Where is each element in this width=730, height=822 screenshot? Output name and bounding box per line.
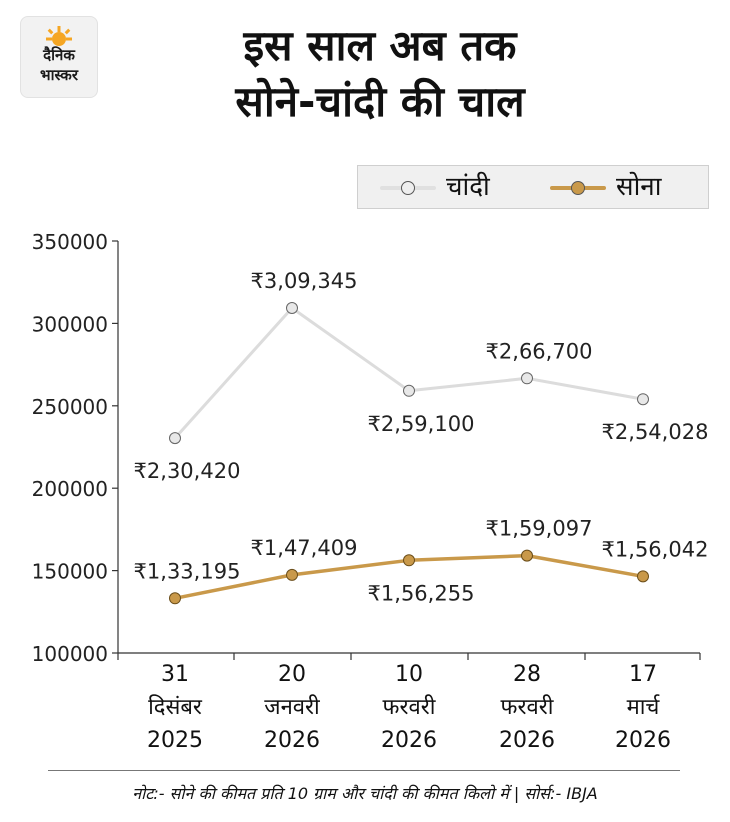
gold-data-point: [403, 554, 415, 567]
sun-icon: [46, 26, 72, 46]
x-tick-label: 2026: [264, 728, 320, 753]
x-tick-label: मार्च: [627, 694, 661, 720]
legend-gold-label: सोना: [616, 172, 662, 202]
legend-silver-marker: [401, 181, 415, 195]
dainik-bhaskar-logo: दैनिक भास्कर: [20, 16, 98, 98]
legend-gold-marker: [571, 181, 585, 195]
gold-data-label: ₹1,33,195: [134, 559, 241, 583]
gold-data-label: ₹1,59,097: [486, 517, 593, 541]
x-tick-label: 28: [513, 662, 541, 687]
y-tick-label: 250000: [32, 395, 108, 419]
x-tick-label: दिसंबर: [148, 694, 203, 720]
x-tick-label: 2025: [147, 728, 203, 753]
silver-data-label: ₹2,59,100: [368, 412, 475, 436]
y-tick-label: 300000: [32, 312, 108, 336]
y-tick-label: 150000: [32, 560, 108, 584]
title-line-1: इस साल अब तक: [243, 21, 517, 70]
x-tick-label: जनवरी: [264, 694, 320, 720]
silver-data-point: [521, 372, 533, 385]
gold-data-point: [521, 549, 533, 562]
x-tick-label: 2026: [381, 728, 437, 753]
silver-data-label: ₹2,66,700: [486, 339, 593, 363]
silver-data-label: ₹3,09,345: [251, 269, 358, 293]
x-tick-label: फरवरी: [383, 694, 436, 720]
title-line-2: सोने-चांदी की चाल: [235, 77, 525, 126]
silver-data-label: ₹2,54,028: [602, 420, 709, 444]
y-tick-label: 100000: [32, 642, 108, 666]
gold-data-label: ₹1,56,255: [368, 581, 475, 605]
x-tick-label: 2026: [499, 728, 555, 753]
logo-line-1: दैनिक: [43, 46, 75, 64]
silver-data-point: [403, 384, 415, 397]
y-tick-label: 200000: [32, 477, 108, 501]
footer-note: नोट:- सोने की कीमत प्रति 10 ग्राम और चां…: [132, 784, 598, 803]
gold-data-point: [286, 568, 298, 581]
logo-line-2: भास्कर: [40, 66, 78, 84]
x-tick-label: 20: [278, 662, 306, 687]
gold-data-label: ₹1,56,042: [602, 537, 709, 561]
price-line-chart: 350000 300000 250000 200000 150000 100000 31 दि…: [32, 230, 709, 753]
x-tick-label: 2026: [615, 728, 671, 753]
chart-title: इस साल अब तक सोने-चांदी की चाल: [110, 18, 650, 130]
footer-divider: [48, 770, 680, 771]
x-tick-label: 17: [629, 662, 657, 687]
x-tick-label: 10: [395, 662, 423, 687]
gold-data-point: [169, 592, 181, 605]
gold-data-label: ₹1,47,409: [251, 536, 358, 560]
gold-data-point: [637, 570, 649, 583]
x-tick-label: 31: [161, 662, 189, 687]
legend: चांदी सोना: [357, 165, 709, 209]
x-tick-label: फरवरी: [501, 694, 554, 720]
silver-data-point: [286, 302, 298, 314]
silver-data-label: ₹2,30,420: [134, 459, 241, 483]
y-tick-label: 350000: [32, 230, 108, 254]
silver-data-point: [637, 393, 649, 406]
legend-silver-label: चांदी: [446, 172, 490, 202]
silver-data-point: [169, 432, 181, 445]
